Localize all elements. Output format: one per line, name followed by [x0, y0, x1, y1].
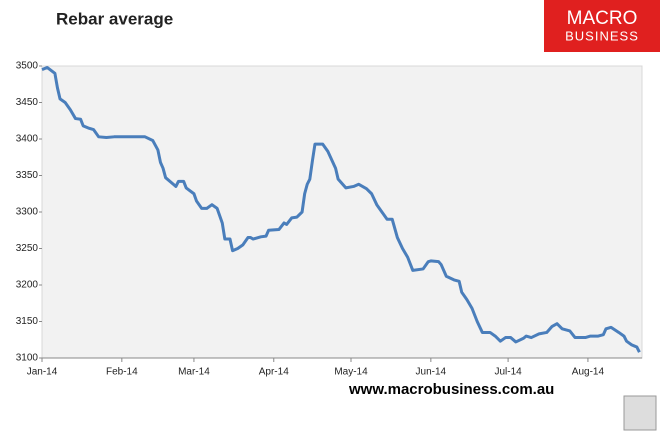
- plot-area: [41, 65, 643, 359]
- y-tick-label: 3250: [16, 243, 39, 254]
- chart-title: Rebar average: [56, 9, 173, 28]
- y-tick-label: 3100: [16, 353, 39, 364]
- data-line: [41, 65, 641, 353]
- logo-top: MACRO: [567, 8, 638, 29]
- y-tick-label: 3150: [16, 316, 39, 327]
- y-tick-label: 3350: [16, 170, 39, 181]
- y-tick-label: 3450: [16, 97, 39, 108]
- logo-icon: [623, 395, 657, 431]
- y-tick-label: 3200: [16, 280, 39, 291]
- y-tick-label: 3500: [16, 61, 39, 72]
- x-tick-label: Jun-14: [416, 367, 447, 378]
- y-tick-label: 3300: [16, 207, 39, 218]
- x-tick-label: Mar-14: [178, 367, 210, 378]
- logo-box: [544, 0, 660, 52]
- x-tick-label: Jul-14: [494, 367, 522, 378]
- x-tick-label: Apr-14: [259, 367, 289, 378]
- x-tick-label: May-14: [334, 367, 368, 378]
- footer-url: www.macrobusiness.com.au: [348, 381, 554, 398]
- y-tick-label: 3400: [16, 134, 39, 145]
- x-tick-label: Aug-14: [572, 367, 605, 378]
- logo-bottom: BUSINESS: [565, 28, 639, 43]
- x-tick-label: Jan-14: [27, 367, 58, 378]
- x-tick-label: Feb-14: [106, 367, 138, 378]
